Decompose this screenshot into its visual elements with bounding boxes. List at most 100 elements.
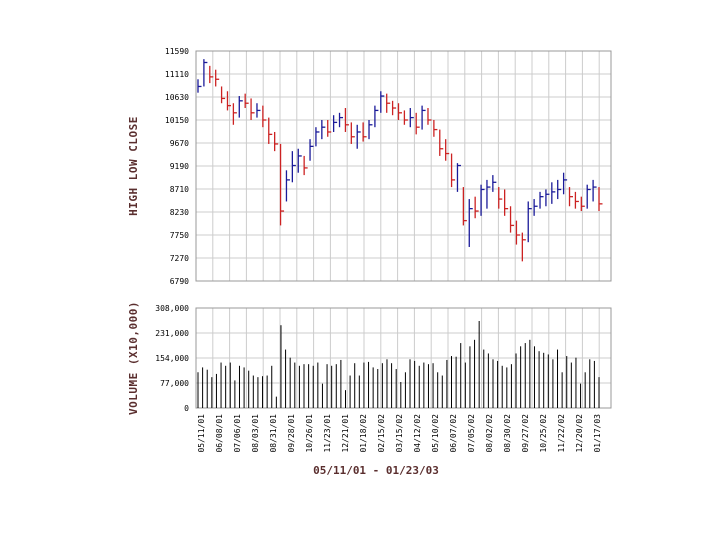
x-tick-label: 08/30/02 xyxy=(503,414,512,453)
price-bar xyxy=(474,196,479,219)
price-bar xyxy=(250,98,255,120)
price-bar xyxy=(332,115,338,132)
price-bar xyxy=(427,108,432,125)
price-bar xyxy=(468,199,473,247)
price-bar xyxy=(391,100,397,116)
x-tick-label: 02/15/02 xyxy=(377,414,386,453)
price-bar xyxy=(238,96,243,118)
price-bar xyxy=(598,187,603,212)
price-bar xyxy=(215,69,220,87)
price-y-tick-label: 10630 xyxy=(165,93,189,102)
price-bar xyxy=(533,199,538,216)
price-bar xyxy=(297,148,302,173)
x-tick-label: 05/10/02 xyxy=(431,414,440,453)
price-bar xyxy=(274,131,279,152)
price-bar xyxy=(362,122,367,142)
price-bar xyxy=(232,103,237,125)
price-bar xyxy=(456,163,461,192)
volume-y-tick-label: 308,000 xyxy=(155,304,189,313)
volume-panel: 308,000 231,000 154,000 77,000 0 05/11/01 06/… xyxy=(127,301,612,453)
price-bar xyxy=(356,124,361,149)
x-tick-label: 07/05/02 xyxy=(467,414,476,453)
date-range-label: 05/11/01 - 01/23/03 xyxy=(313,464,439,477)
price-bar xyxy=(315,127,320,147)
x-tick-label: 03/15/02 xyxy=(395,414,404,453)
price-bar xyxy=(309,139,314,161)
x-tick-label: 10/26/01 xyxy=(305,414,314,453)
x-tick-label: 12/20/02 xyxy=(575,414,584,453)
x-tick-label: 07/06/01 xyxy=(233,414,242,453)
price-bar xyxy=(433,120,438,137)
price-bar xyxy=(527,201,532,243)
price-bar xyxy=(445,139,450,161)
price-bar xyxy=(203,59,208,87)
price-bar xyxy=(386,93,391,113)
price-bar xyxy=(562,172,568,195)
x-tick-label: 11/22/02 xyxy=(557,414,566,453)
price-bar xyxy=(492,175,497,192)
price-plot-frame xyxy=(195,50,612,282)
x-tick-label: 08/02/02 xyxy=(485,414,494,453)
price-bar xyxy=(409,108,414,128)
price-bar xyxy=(592,179,597,202)
price-bar xyxy=(557,179,562,200)
price-bar xyxy=(327,120,332,137)
price-bar xyxy=(262,105,267,128)
price-bar xyxy=(279,143,285,226)
price-bar xyxy=(503,189,509,216)
price-y-tick-label: 9190 xyxy=(170,162,189,171)
x-tick-label: 10/25/02 xyxy=(539,414,548,453)
price-y-tick-labels: 11590 11110 10630 10150 9670 9190 8710 8230 7750… xyxy=(165,47,189,286)
price-bar xyxy=(268,117,273,144)
volume-y-tick-label: 77,000 xyxy=(160,379,189,388)
price-bar xyxy=(498,187,503,209)
price-grid xyxy=(196,51,611,281)
price-y-tick-label: 11110 xyxy=(165,70,189,79)
x-tick-label: 09/27/02 xyxy=(521,414,530,453)
price-bar xyxy=(397,103,402,120)
price-bar xyxy=(244,93,249,109)
price-bar xyxy=(574,191,579,209)
price-bar xyxy=(256,103,261,118)
price-bar xyxy=(338,112,344,128)
price-bar xyxy=(209,65,214,84)
x-tick-label: 06/08/01 xyxy=(215,414,224,453)
price-bar xyxy=(580,196,585,212)
price-y-tick-label: 8230 xyxy=(170,208,189,217)
price-bar xyxy=(368,120,373,140)
price-y-tick-label: 8710 xyxy=(170,185,189,194)
price-bar xyxy=(480,184,485,216)
price-bar xyxy=(303,155,308,176)
x-tick-label: 01/17/03 xyxy=(593,414,602,453)
price-bar xyxy=(380,91,385,113)
x-tick-label: 04/12/02 xyxy=(413,414,422,453)
price-bar xyxy=(197,79,202,93)
price-y-tick-label: 10150 xyxy=(165,116,189,125)
x-tick-label: 08/31/01 xyxy=(269,414,278,453)
x-tick-label: 08/03/01 xyxy=(251,414,260,453)
price-y-tick-label: 6790 xyxy=(170,277,189,286)
price-bar xyxy=(568,187,574,207)
x-tick-label: 12/21/01 xyxy=(341,414,350,453)
price-bar xyxy=(586,184,591,209)
price-bar xyxy=(226,91,231,111)
x-tick-label: 06/07/02 xyxy=(449,414,458,453)
price-bar xyxy=(285,170,290,202)
price-bar xyxy=(403,110,408,125)
price-bar xyxy=(421,105,426,130)
volume-plot-frame xyxy=(195,307,612,409)
volume-y-tick-label: 231,000 xyxy=(155,329,189,338)
x-tick-label: 01/18/02 xyxy=(359,414,368,453)
price-bar xyxy=(415,112,420,135)
price-bar xyxy=(539,191,544,209)
price-bar xyxy=(551,182,556,204)
volume-y-tick-labels: 308,000 231,000 154,000 77,000 0 xyxy=(155,304,189,413)
x-tick-label: 11/23/01 xyxy=(323,414,332,453)
price-y-tick-label: 7270 xyxy=(170,254,189,263)
volume-y-tick-label: 0 xyxy=(184,404,189,413)
price-bar xyxy=(450,153,456,188)
price-y-tick-label: 11590 xyxy=(165,47,189,56)
price-y-axis-title: HIGH LOW CLOSE xyxy=(127,116,140,216)
